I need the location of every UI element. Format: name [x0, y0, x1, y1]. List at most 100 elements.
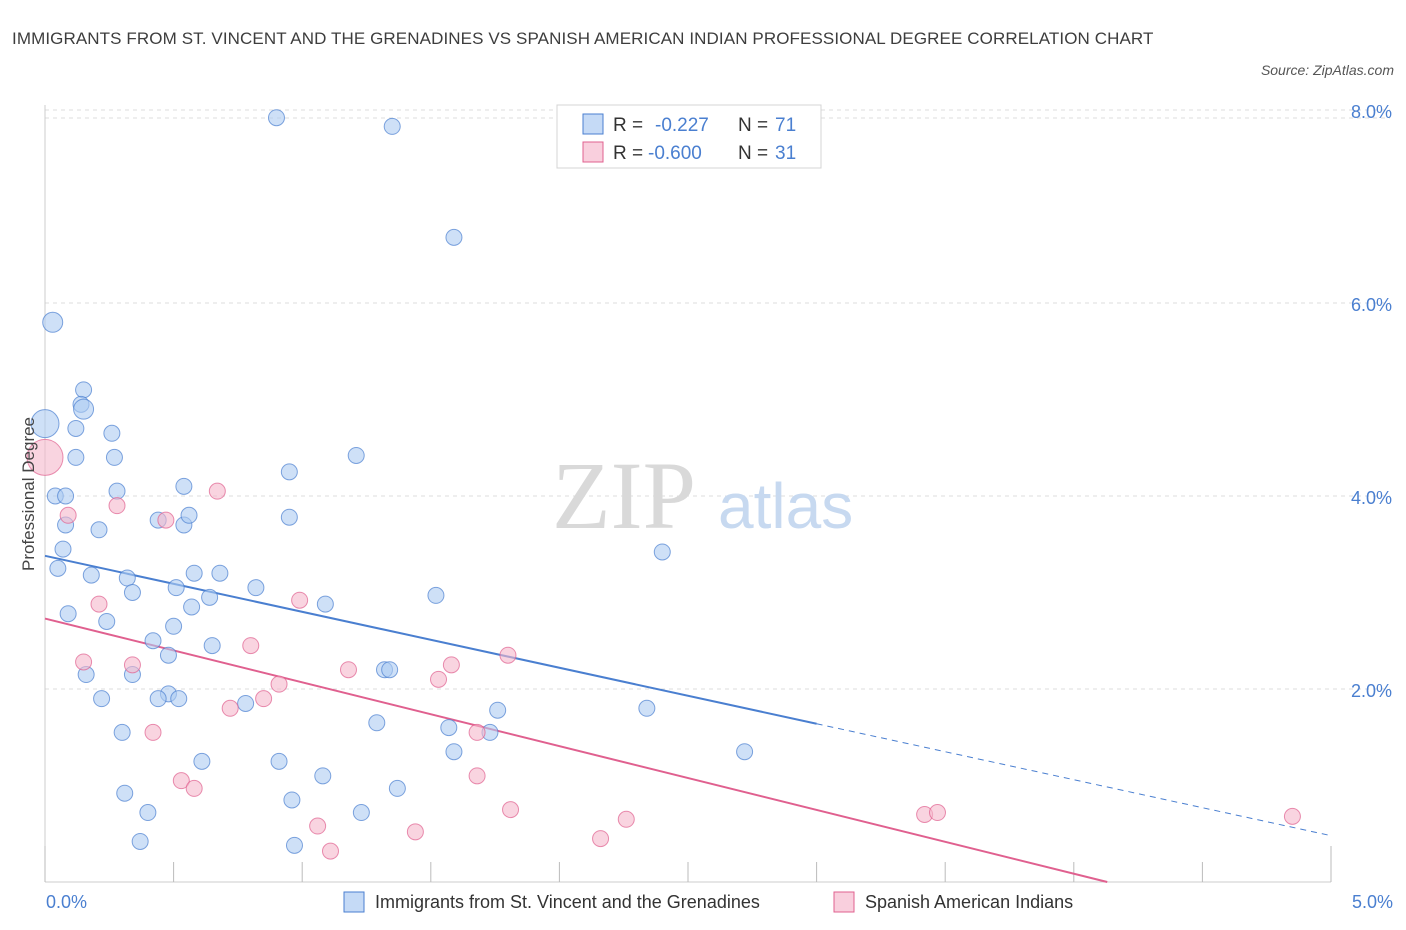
point-immigrants-svg — [113, 723, 131, 741]
point-immigrants-svg — [108, 482, 126, 500]
trend-line-pink — [44, 617, 1108, 883]
legend-n-value-1: 71 — [775, 115, 796, 136]
point-spanish-american-indian — [339, 661, 357, 679]
point-immigrants-svg — [285, 836, 303, 854]
point-immigrants-svg — [67, 448, 85, 466]
point-immigrants-svg — [445, 228, 463, 246]
x-tick-label: 5.0% — [1352, 892, 1393, 912]
point-immigrants-svg — [98, 612, 116, 630]
point-immigrants-svg — [170, 690, 188, 708]
tick-labels: 2.0% 4.0% 6.0% 8.0% 0.0% 5.0% — [46, 102, 1393, 912]
legend-r-label-1: R = — [613, 115, 643, 136]
point-immigrants-svg — [93, 690, 111, 708]
point-immigrants-svg — [653, 543, 671, 561]
legend-n-label-2: N = — [738, 143, 768, 164]
point-spanish-american-indian — [617, 810, 635, 828]
data-points — [26, 109, 1301, 860]
bottom-legend-label-2: Spanish American Indians — [865, 892, 1073, 912]
point-immigrants-svg — [49, 559, 67, 577]
point-immigrants-svg — [82, 566, 100, 584]
correlation-legend: R = -0.227 N = 71 R = -0.600 N = 31 — [556, 104, 822, 169]
y-tick-label: 8.0% — [1351, 102, 1392, 122]
watermark-zip: ZIP — [552, 442, 696, 549]
point-spanish-american-indian — [185, 779, 203, 797]
point-spanish-american-indian — [172, 772, 190, 790]
point-spanish-american-indian — [221, 699, 239, 717]
point-spanish-american-indian — [430, 670, 448, 688]
point-spanish-american-indian — [502, 801, 520, 819]
point-immigrants-svg — [42, 311, 64, 333]
point-spanish-american-indian — [75, 653, 93, 671]
point-immigrants-svg — [368, 714, 386, 732]
point-immigrants-svg — [247, 579, 265, 597]
point-immigrants-svg — [67, 419, 85, 437]
point-immigrants-svg — [283, 791, 301, 809]
point-spanish-american-indian — [592, 830, 610, 848]
point-immigrants-svg — [316, 595, 334, 613]
point-immigrants-svg — [201, 588, 219, 606]
trend-lines — [44, 554, 1332, 883]
y-axis-title: Professional Degree — [19, 417, 38, 571]
point-immigrants-svg — [267, 109, 285, 127]
point-spanish-american-indian — [123, 656, 141, 674]
point-immigrants-svg — [103, 424, 121, 442]
point-spanish-american-indian — [144, 723, 162, 741]
point-immigrants-svg — [280, 508, 298, 526]
point-immigrants-svg — [388, 779, 406, 797]
point-immigrants-svg — [75, 381, 93, 399]
series-legend: Immigrants from St. Vincent and the Gren… — [343, 891, 1073, 913]
point-immigrants-svg — [440, 719, 458, 737]
point-immigrants-svg — [54, 540, 72, 558]
legend-n-value-2: 31 — [775, 143, 796, 164]
legend-swatch-pink — [582, 141, 604, 163]
point-spanish-american-indian — [1283, 807, 1301, 825]
point-immigrants-svg — [185, 564, 203, 582]
point-immigrants-svg — [489, 701, 507, 719]
source-credit: Source: ZipAtlas.com — [1260, 62, 1394, 78]
point-immigrants-svg — [183, 598, 201, 616]
point-spanish-american-indian — [59, 506, 77, 524]
point-spanish-american-indian — [928, 804, 946, 822]
watermark-atlas: atlas — [718, 470, 853, 542]
point-immigrants-svg — [90, 521, 108, 539]
point-immigrants-svg — [118, 569, 136, 587]
point-spanish-american-indian — [26, 438, 64, 476]
point-immigrants-svg — [427, 586, 445, 604]
point-immigrants-svg — [167, 579, 185, 597]
point-immigrants-svg — [159, 646, 177, 664]
chart-title: IMMIGRANTS FROM ST. VINCENT AND THE GREN… — [12, 29, 1154, 48]
point-immigrants-svg — [116, 784, 134, 802]
point-immigrants-svg — [59, 605, 77, 623]
point-immigrants-svg — [73, 398, 95, 420]
point-spanish-american-indian — [208, 482, 226, 500]
point-immigrants-svg — [57, 487, 75, 505]
point-immigrants-svg — [445, 743, 463, 761]
point-immigrants-svg — [347, 446, 365, 464]
y-tick-label: 4.0% — [1351, 488, 1392, 508]
point-immigrants-svg — [165, 617, 183, 635]
legend-n-label-1: N = — [738, 115, 768, 136]
point-spanish-american-indian — [270, 675, 288, 693]
point-immigrants-svg — [237, 694, 255, 712]
point-spanish-american-indian — [255, 690, 273, 708]
legend-r-label-2: R = — [613, 143, 643, 164]
point-immigrants-svg — [131, 832, 149, 850]
x-tick-label: 0.0% — [46, 892, 87, 912]
y-tick-label: 6.0% — [1351, 295, 1392, 315]
point-spanish-american-indian — [468, 767, 486, 785]
legend-r-value-1: -0.227 — [655, 115, 709, 136]
point-spanish-american-indian — [468, 723, 486, 741]
point-immigrants-svg — [280, 463, 298, 481]
point-immigrants-svg — [352, 804, 370, 822]
point-immigrants-svg — [203, 637, 221, 655]
trend-line-blue-extension — [816, 723, 1332, 837]
point-immigrants-svg — [638, 699, 656, 717]
point-spanish-american-indian — [242, 637, 260, 655]
point-immigrants-svg — [175, 477, 193, 495]
point-immigrants-svg — [736, 743, 754, 761]
legend-r-value-2: -0.600 — [648, 143, 702, 164]
point-spanish-american-indian — [406, 823, 424, 841]
bottom-legend-swatch-pink — [833, 891, 855, 913]
bottom-legend-label-1: Immigrants from St. Vincent and the Gren… — [375, 892, 760, 912]
y-tick-label: 2.0% — [1351, 681, 1392, 701]
